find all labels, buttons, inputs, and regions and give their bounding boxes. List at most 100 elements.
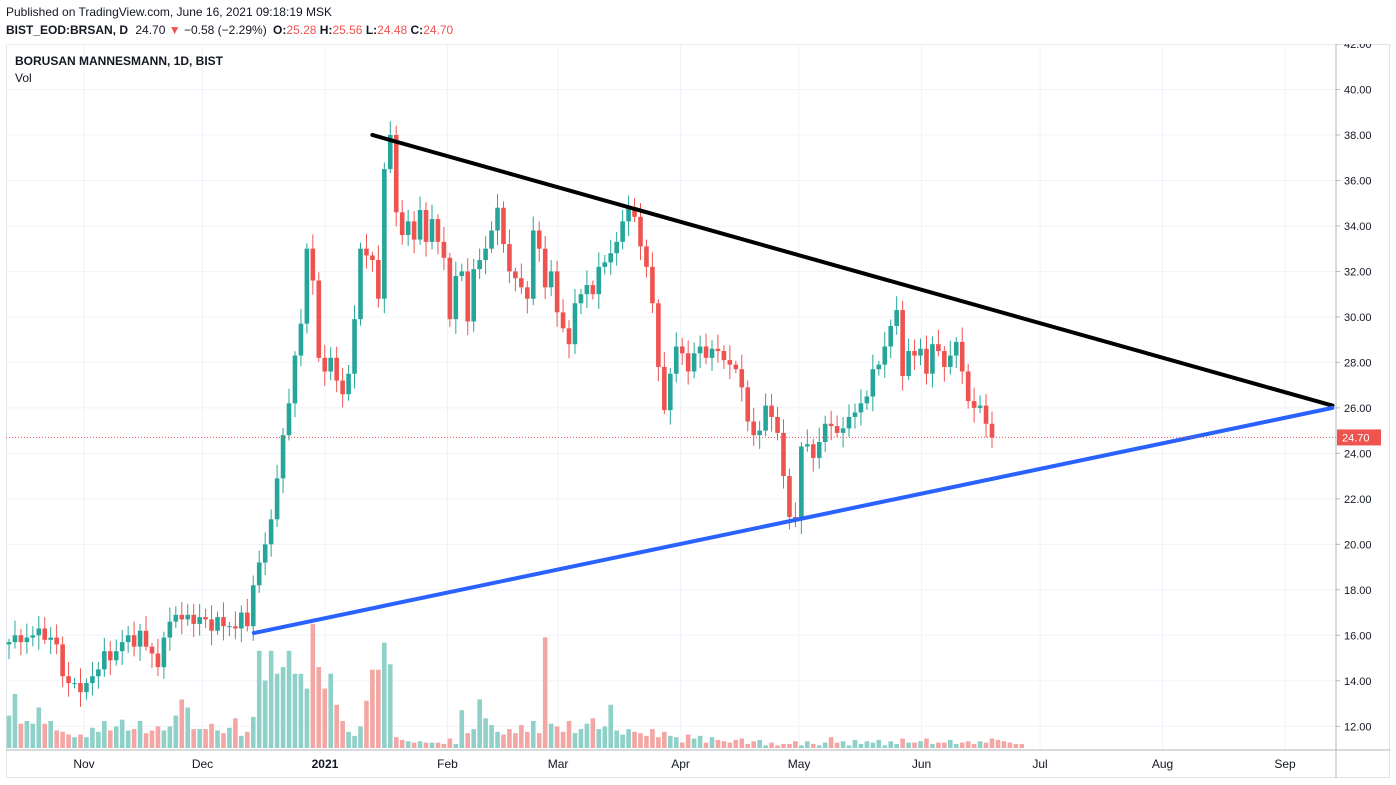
volume-bar [971,743,977,748]
volume-bar [292,673,298,748]
candle-body [560,312,566,329]
volume-bar [882,745,888,748]
candle-body [292,355,298,404]
volume-bar [268,650,274,748]
volume-bar [912,742,917,748]
candle-body [918,348,923,356]
candle-body [328,357,334,372]
volume-bar [274,673,280,748]
volume-layer [6,623,1025,748]
candle-body [131,635,137,647]
volume-bar [900,738,905,748]
volume-bar [227,727,232,748]
candle-body [596,266,602,295]
price-tick-label: 32.00 [1344,266,1372,278]
volume-bar [751,741,756,748]
volume-bar [417,741,423,748]
time-tick-label: Mar [548,757,569,771]
candle-body [608,253,614,263]
candle-body [781,432,786,477]
volume-bar [781,743,786,748]
candle-body [72,683,77,685]
candle-body [36,628,42,636]
candle-body [489,230,494,249]
volume-bar [24,721,30,748]
chart-area[interactable]: 12.00 14.00 16.00 18.00 20.00 22.00 24.00 26.00… [6,39,1390,778]
volume-bar [42,723,48,748]
volume-bar [90,727,95,748]
candle-body [787,476,792,518]
candle-body [411,221,417,240]
volume-bar [96,731,101,748]
price-tick-label: 22.00 [1344,494,1372,506]
candle-body [697,346,703,354]
volume-bar [697,735,703,748]
candle-body [280,435,286,479]
volume-bar [632,731,637,748]
volume-bar [763,745,768,748]
volume-bar [102,721,107,748]
volume-bar [78,734,83,748]
volume-bar [370,669,375,748]
volume-bar [840,741,846,748]
candle-body [805,444,810,447]
candle-body [227,626,232,628]
time-tick-label: May [788,757,811,771]
candle-body [393,134,399,213]
volume-bar [727,742,733,748]
candle-body [459,271,465,276]
volume-bar [793,741,798,748]
candle-body [155,653,161,668]
candle-body [566,328,572,345]
volume-bar [805,741,810,748]
volume-bar [429,742,435,748]
volume-bar [918,741,923,748]
candle-body [233,626,238,629]
candle-body [382,169,387,299]
price-tick-label: 24.00 [1344,448,1372,460]
candle-body [775,416,780,433]
time-tick-label: Apr [671,757,690,771]
price-tick-label: 40.00 [1344,84,1372,96]
volume-bar [72,737,77,748]
volume-bar [477,699,482,748]
volume-bar [161,730,167,748]
volume-bar [12,694,18,748]
volume-bar [995,739,1001,748]
volume-bar [501,734,506,748]
time-tick-label: Sep [1274,757,1296,771]
candle-body [256,562,262,586]
volume-bar [66,734,71,748]
last-price-badge [1337,429,1381,446]
volume-bar [679,742,685,748]
volume-bar [376,669,381,748]
candle-body [638,216,643,247]
last-value: 24.70 [135,23,166,37]
candle-body [447,257,453,320]
volume-bar [483,718,488,748]
volume-bar [614,730,619,748]
volume-bar [572,733,578,748]
candle-body [965,371,971,402]
candle-body [858,403,864,413]
candle-body [912,351,917,356]
candle-body [971,401,977,408]
candle-body [215,617,220,631]
candle-body [465,271,471,322]
candle-body [191,614,196,624]
price-tick-label: 34.00 [1344,221,1372,233]
volume-bar [447,738,453,748]
symbol-label[interactable]: BIST_EOD:BRSAN, D [6,23,129,37]
price-tick-label: 20.00 [1344,539,1372,551]
volume-bar [209,723,214,748]
candle-body [84,683,89,693]
price-tick-label: 12.00 [1344,721,1372,733]
candle-body [173,614,179,622]
volume-bar [578,729,584,748]
candle-body [197,617,202,624]
volume-bar [715,739,721,748]
candle-body [864,396,870,404]
price-chart-svg[interactable]: 12.00 14.00 16.00 18.00 20.00 22.00 24.00 26.00… [6,39,1390,778]
published-line: Published on TradingView.com, June 16, 2… [6,5,332,19]
volume-bar [989,738,995,748]
